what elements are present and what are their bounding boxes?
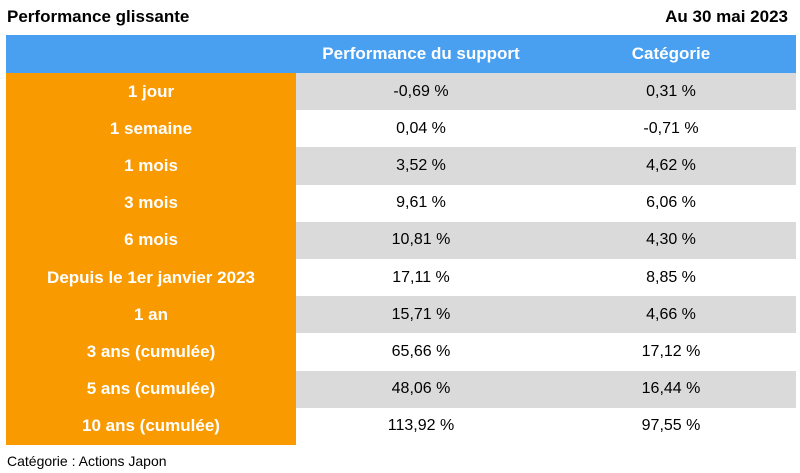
categorie-value: 16,44 % [546,370,796,408]
support-value: 0,04 % [296,110,546,148]
table-row: 10 ans (cumulée) 113,92 % 97,55 % [6,407,796,445]
header-cell-label [6,35,296,73]
table-row: 1 mois 3,52 % 4,62 % [6,147,796,185]
category-footnote: Catégorie : Actions Japon [7,453,167,469]
table-row: 1 an 15,71 % 4,66 % [6,296,796,334]
page-title: Performance glissante [7,7,190,26]
table-row: 1 semaine 0,04 % -0,71 % [6,110,796,148]
row-label: 1 jour [6,73,296,111]
performance-table: Performance du support Catégorie 1 jour … [6,35,796,445]
table-row: 5 ans (cumulée) 48,06 % 16,44 % [6,370,796,408]
table-header-row: Performance du support Catégorie [6,35,796,73]
support-value: 3,52 % [296,147,546,185]
categorie-value: 97,55 % [546,407,796,445]
categorie-value: 4,62 % [546,147,796,185]
categorie-value: 4,30 % [546,221,796,259]
categorie-value: 6,06 % [546,184,796,222]
support-value: 15,71 % [296,296,546,334]
categorie-value: -0,71 % [546,110,796,148]
support-value: 48,06 % [296,370,546,408]
table-row: 6 mois 10,81 % 4,30 % [6,221,796,259]
row-label: 3 ans (cumulée) [6,333,296,371]
table-row: 3 mois 9,61 % 6,06 % [6,184,796,222]
header-cell-support: Performance du support [322,44,520,63]
row-label: 1 mois [6,147,296,185]
row-label: 1 an [6,296,296,334]
row-label: 3 mois [6,184,296,222]
row-label: 10 ans (cumulée) [6,407,296,445]
row-label: 5 ans (cumulée) [6,370,296,408]
support-value: 113,92 % [296,407,546,445]
row-label: Depuis le 1er janvier 2023 [6,258,296,297]
support-value: 10,81 % [296,221,546,259]
support-value: 9,61 % [296,184,546,222]
as-of-date: Au 30 mai 2023 [665,7,788,26]
support-value: 65,66 % [296,333,546,371]
support-value: 17,11 % [296,258,546,297]
support-value: -0,69 % [296,73,546,111]
row-label: 6 mois [6,221,296,259]
categorie-value: 17,12 % [546,333,796,371]
row-label: 1 semaine [6,110,296,148]
categorie-value: 8,85 % [546,258,796,297]
table-row: Depuis le 1er janvier 2023 17,11 % 8,85 … [6,258,796,297]
categorie-value: 4,66 % [546,296,796,334]
table-row: 1 jour -0,69 % 0,31 % [6,73,796,111]
categorie-value: 0,31 % [546,73,796,111]
table-row: 3 ans (cumulée) 65,66 % 17,12 % [6,333,796,371]
header-cell-categorie: Catégorie [631,44,711,63]
